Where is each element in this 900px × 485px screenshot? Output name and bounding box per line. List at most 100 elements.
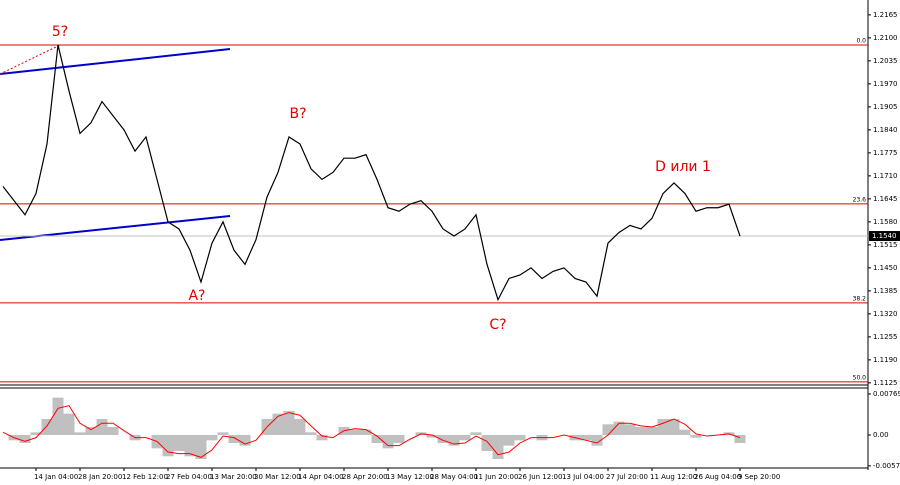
y-tick-label: 1.1645: [873, 195, 898, 203]
y-tick-label: 1.1710: [873, 172, 898, 180]
wave-label: C?: [489, 317, 506, 333]
histogram-bar: [503, 434, 515, 446]
y-tick-label: 0.00769: [873, 390, 900, 398]
histogram-bar: [305, 432, 317, 435]
histogram-bar: [85, 426, 97, 435]
x-tick-label: 28 May 04:00: [430, 473, 478, 481]
histogram-bar: [492, 434, 504, 459]
y-tick-label: 1.2035: [873, 57, 898, 65]
histogram-bar: [217, 432, 229, 435]
histogram-bar: [19, 434, 31, 443]
x-tick-label: 13 May 12:00: [386, 473, 434, 481]
signal-line: [2, 405, 741, 458]
x-tick-label: 27 Feb 04:00: [166, 473, 212, 481]
histogram-bar: [426, 434, 438, 438]
histogram-bar: [63, 413, 75, 435]
y-tick-label: 1.2165: [873, 11, 898, 19]
histogram-bar: [448, 434, 460, 446]
fib-label: 38.2: [853, 295, 867, 302]
y-tick-label: 1.1775: [873, 149, 898, 157]
y-tick-label: 1.1840: [873, 126, 898, 134]
x-tick-label: 30 Mar 12:00: [254, 473, 301, 481]
histogram-bar: [602, 424, 614, 435]
histogram-bar: [514, 434, 526, 441]
histogram-bar: [437, 434, 449, 443]
histogram-bar: [107, 426, 119, 435]
histogram-bar: [459, 434, 471, 441]
histogram-bar: [294, 418, 306, 435]
histogram-bar: [679, 429, 691, 435]
y-tick-label: 1.2100: [873, 34, 898, 42]
x-tick-label: 26 Jun 12:00: [518, 473, 562, 481]
histogram-bar: [74, 432, 86, 435]
histogram-bar: [613, 421, 625, 435]
last-price-box: [869, 231, 900, 242]
y-tick-label: 1.1320: [873, 310, 898, 318]
x-tick-label: 9 Sep 20:00: [738, 473, 780, 481]
wave-label: 5?: [52, 24, 68, 40]
histogram-bar: [371, 434, 383, 443]
x-tick-label: 14 Jan 04:00: [34, 473, 78, 481]
histogram-bar: [316, 434, 328, 441]
histogram-bar: [162, 434, 174, 457]
histogram-bar: [646, 426, 658, 435]
price-line: [2, 44, 741, 302]
y-tick-label: 1.1255: [873, 333, 898, 341]
histogram-bar: [272, 413, 284, 435]
histogram-bar: [228, 434, 240, 443]
wave-label: D или 1: [655, 159, 711, 175]
histogram-bar: [393, 434, 405, 443]
x-tick-label: 13 Jul 04:00: [562, 473, 604, 481]
histogram-bar: [591, 434, 603, 446]
histogram-bar: [96, 418, 108, 435]
y-tick-label: 1.1385: [873, 287, 898, 295]
y-tick-label: 1.1515: [873, 241, 898, 249]
histogram-bar: [360, 429, 372, 435]
x-tick-label: 28 Apr 20:00: [342, 473, 388, 481]
y-tick-label: 0.00: [873, 431, 889, 439]
histogram-bar: [635, 426, 647, 435]
histogram-bar: [349, 429, 361, 435]
x-tick-label: 27 Jul 20:00: [606, 473, 648, 481]
histogram-bar: [184, 434, 196, 457]
y-tick-label: 1.1450: [873, 264, 898, 272]
x-tick-label: 28 Jan 20:00: [78, 473, 122, 481]
x-tick-label: 13 Mar 20:00: [210, 473, 257, 481]
histogram-bar: [206, 434, 218, 441]
y-tick-label: 1.1970: [873, 80, 898, 88]
x-tick-label: 12 Feb 12:00: [122, 473, 168, 481]
histogram-bar: [734, 434, 746, 443]
histogram-bar: [580, 434, 592, 441]
y-tick-label: 1.1125: [873, 379, 898, 387]
histogram-bar: [239, 434, 251, 446]
histogram-bar: [481, 434, 493, 451]
trend-line: [0, 48, 231, 75]
y-tick-label: 1.1580: [873, 218, 898, 226]
x-tick-label: 11 Jun 20:00: [474, 473, 518, 481]
histogram-bar: [41, 418, 53, 435]
histogram-bar: [283, 410, 295, 435]
fib-label: 0.0: [856, 37, 866, 44]
wave-label: B?: [289, 106, 306, 122]
histogram-bar: [668, 418, 680, 435]
histogram-bar: [52, 397, 64, 435]
wave-label: A?: [188, 288, 205, 304]
dashed-line: [0, 44, 61, 75]
histogram-bar: [690, 434, 702, 438]
histogram-bar: [195, 434, 207, 459]
histogram-bar: [30, 432, 42, 435]
x-tick-label: 26 Aug 04:00: [694, 473, 741, 481]
x-tick-label: 11 Aug 12:00: [650, 473, 697, 481]
y-tick-label: 1.1190: [873, 356, 898, 364]
histogram-bar: [624, 424, 636, 435]
histogram-bar: [173, 434, 185, 451]
fib-label: 50.0: [853, 374, 867, 381]
y-tick-label: 1.1905: [873, 103, 898, 111]
x-tick-label: 14 Apr 04:00: [298, 473, 344, 481]
histogram-bar: [470, 432, 482, 435]
last-price-label: 1.1540: [872, 232, 897, 240]
histogram-bar: [657, 418, 669, 435]
histogram-bar: [382, 434, 394, 449]
